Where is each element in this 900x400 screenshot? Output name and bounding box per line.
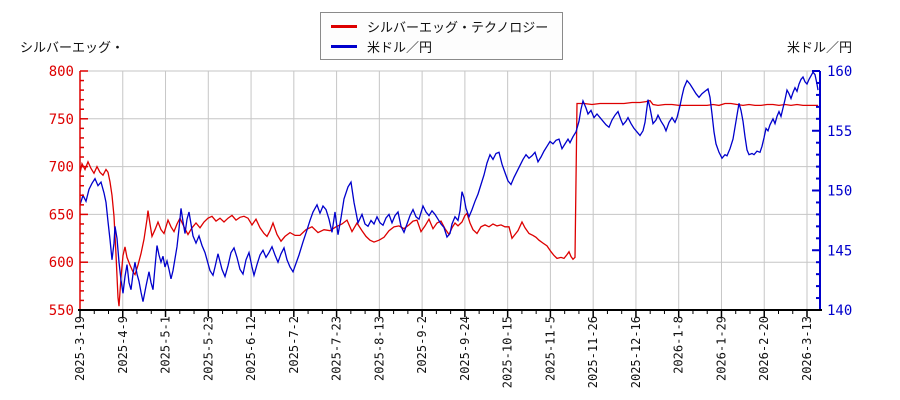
svg-text:160: 160 [827,64,852,80]
svg-text:2025-5-1: 2025-5-1 [159,316,173,374]
left-axis-tick-labels: 550 600 650 700 750 800 [49,64,74,319]
svg-text:2026-3-13: 2026-3-13 [800,316,814,381]
legend-item-usdjpy: 米ドル／円 [331,36,548,56]
svg-text:2026-2-20: 2026-2-20 [757,316,771,381]
legend-swatch-stock [331,24,357,28]
svg-text:750: 750 [49,112,74,128]
svg-text:700: 700 [49,160,74,176]
svg-text:2025-8-13: 2025-8-13 [372,316,386,381]
svg-text:2025-3-19: 2025-3-19 [73,316,87,381]
svg-text:2025-6-12: 2025-6-12 [244,316,258,381]
left-axis-title: シルバーエッグ・ [20,41,125,56]
legend-label-stock: シルバーエッグ・テクノロジー [367,20,549,36]
svg-text:650: 650 [49,207,74,223]
svg-text:2025-7-2: 2025-7-2 [287,316,301,374]
svg-text:550: 550 [49,303,74,319]
svg-text:800: 800 [49,64,74,80]
svg-text:2025-4-9: 2025-4-9 [116,316,130,374]
svg-text:2025-7-23: 2025-7-23 [330,316,344,381]
svg-text:2025-12-16: 2025-12-16 [629,316,643,388]
grid [80,70,820,310]
svg-text:2025-5-23: 2025-5-23 [201,316,215,381]
svg-text:600: 600 [49,255,74,271]
svg-text:2025-11-26: 2025-11-26 [586,316,600,388]
right-axis [812,70,821,311]
svg-text:2026-1-29: 2026-1-29 [714,316,728,381]
x-axis-tick-labels: 2025-3-19 2025-4-9 2025-5-1 2025-5-23 2025-6… [73,316,814,388]
legend-item-stock: シルバーエッグ・テクノロジー [331,16,548,36]
legend-swatch-usdjpy [331,44,357,48]
svg-text:150: 150 [827,184,852,200]
svg-text:2025-11-5: 2025-11-5 [543,316,557,381]
svg-text:2025-10-15: 2025-10-15 [501,316,515,388]
series-line-usdjpy [79,71,819,302]
legend: シルバーエッグ・テクノロジー 米ドル／円 [320,12,564,60]
legend-label-usdjpy: 米ドル／円 [367,40,433,56]
right-axis-tick-labels: 140 145 150 155 160 [827,64,852,319]
svg-text:2026-1-8: 2026-1-8 [672,316,686,374]
series-line-stock [79,99,818,307]
svg-text:2025-9-24: 2025-9-24 [458,316,472,381]
x-axis [78,309,822,317]
svg-text:2025-9-2: 2025-9-2 [415,316,429,374]
svg-text:155: 155 [827,124,852,140]
left-axis [79,70,88,311]
svg-text:145: 145 [827,243,852,259]
right-axis-title: 米ドル／円 [787,41,853,56]
svg-text:140: 140 [827,303,852,319]
